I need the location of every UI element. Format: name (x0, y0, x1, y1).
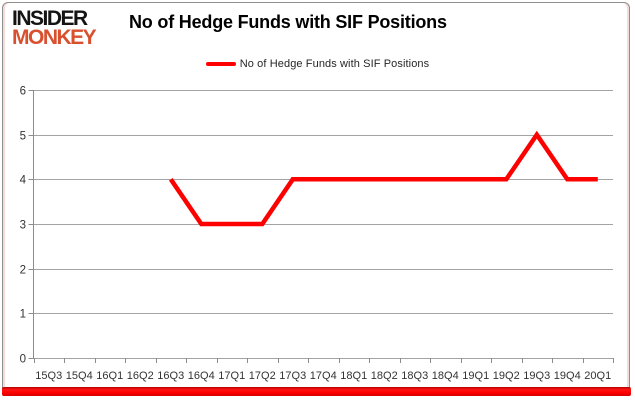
svg-text:5: 5 (20, 131, 26, 143)
svg-text:19Q2: 19Q2 (493, 370, 520, 382)
svg-text:16Q4: 16Q4 (188, 370, 215, 382)
logo-word-monkey: MONKEY (12, 26, 97, 50)
svg-text:17Q3: 17Q3 (279, 370, 306, 382)
svg-text:18Q4: 18Q4 (432, 370, 459, 382)
chart-title: No of Hedge Funds with SIF Positions (129, 12, 447, 32)
svg-text:16Q2: 16Q2 (127, 370, 154, 382)
legend-line-swatch (205, 62, 236, 66)
legend-label: No of Hedge Funds with SIF Positions (239, 58, 430, 70)
svg-text:2: 2 (20, 265, 26, 277)
svg-text:19Q1: 19Q1 (462, 370, 489, 382)
svg-text:17Q1: 17Q1 (218, 370, 245, 382)
chart-legend: No of Hedge Funds with SIF Positions (0, 58, 635, 70)
svg-text:18Q2: 18Q2 (371, 370, 398, 382)
svg-text:19Q4: 19Q4 (554, 370, 581, 382)
svg-text:15Q3: 15Q3 (35, 370, 62, 382)
logo-word-insider: INSIDER (12, 7, 88, 30)
svg-text:16Q1: 16Q1 (96, 370, 123, 382)
svg-text:1: 1 (20, 309, 26, 321)
bottom-red-bar (2, 387, 631, 396)
svg-text:3: 3 (20, 220, 26, 232)
svg-text:19Q3: 19Q3 (523, 370, 550, 382)
svg-text:18Q1: 18Q1 (340, 370, 367, 382)
chart-frame (2, 2, 630, 395)
svg-text:6: 6 (20, 86, 26, 98)
svg-text:15Q4: 15Q4 (66, 370, 93, 382)
svg-text:4: 4 (20, 175, 27, 187)
svg-text:20Q1: 20Q1 (584, 370, 611, 382)
svg-text:18Q3: 18Q3 (401, 370, 428, 382)
svg-text:0: 0 (20, 354, 26, 366)
svg-text:17Q4: 17Q4 (310, 370, 337, 382)
svg-text:17Q2: 17Q2 (249, 370, 276, 382)
insider-monkey-logo: INSIDER MONKEY (12, 7, 97, 50)
svg-text:16Q3: 16Q3 (157, 370, 184, 382)
